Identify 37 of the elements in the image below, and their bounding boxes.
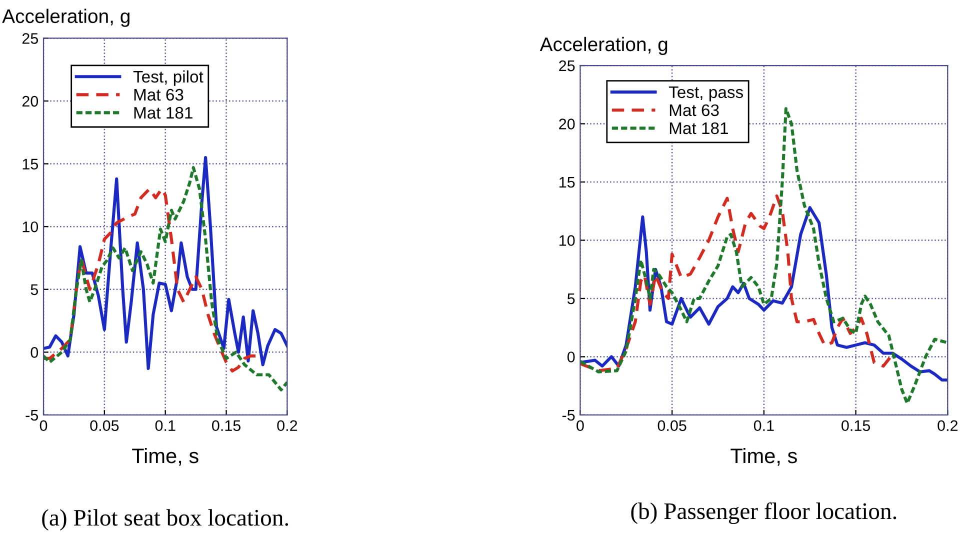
- x-axis-title: Time, s: [730, 448, 797, 466]
- y-tick-label: 20: [22, 96, 38, 107]
- y-axis-title: Acceleration, g: [540, 36, 668, 56]
- y-tick-label: 25: [22, 33, 38, 44]
- x-tick-label: 0.2: [277, 420, 298, 432]
- text: (b) Passenger floor location.: [631, 502, 896, 524]
- y-tick-label: 25: [559, 60, 575, 72]
- y-tick-label: 0: [567, 352, 575, 362]
- x-tick-label: 0.2: [938, 420, 958, 432]
- line-series: [44, 187, 258, 373]
- text: (a) Pilot seat box location.: [42, 509, 288, 531]
- x-tick-label: 0: [576, 420, 584, 432]
- legend-label: Mat 63: [670, 104, 719, 116]
- y-tick-label: 10: [22, 221, 38, 232]
- legend-label: Mat 63: [134, 88, 184, 101]
- x-tick-label: 0.05: [90, 420, 119, 432]
- legend-label: Mat 181: [670, 122, 728, 134]
- x-tick-label: 0: [40, 420, 48, 432]
- y-tick-label: 5: [567, 294, 575, 304]
- y-tick-label: 5: [30, 284, 38, 296]
- x-tick-label: 0.15: [842, 420, 870, 432]
- x-tick-label: 0.1: [155, 420, 176, 432]
- x-tick-label: 0.05: [658, 420, 686, 432]
- y-axis-title: Acceleration, g: [2, 8, 130, 27]
- y-tick-label: -5: [26, 410, 38, 421]
- y-tick-label: 0: [30, 347, 38, 358]
- y-tick-label: 15: [22, 158, 38, 170]
- x-axis-title: Time, s: [132, 448, 198, 466]
- y-tick-label: 10: [560, 235, 575, 246]
- legend-label: Mat 181: [134, 106, 192, 119]
- y-tick-label: 15: [560, 177, 575, 188]
- x-tick-label: 0.1: [754, 420, 774, 432]
- legend-label: Test, pass: [668, 86, 743, 102]
- x-tick-label: 0.15: [212, 420, 241, 432]
- y-tick-label: -5: [562, 410, 575, 421]
- legend-label: Test, pilot: [133, 70, 204, 86]
- y-tick-label: 20: [559, 118, 575, 130]
